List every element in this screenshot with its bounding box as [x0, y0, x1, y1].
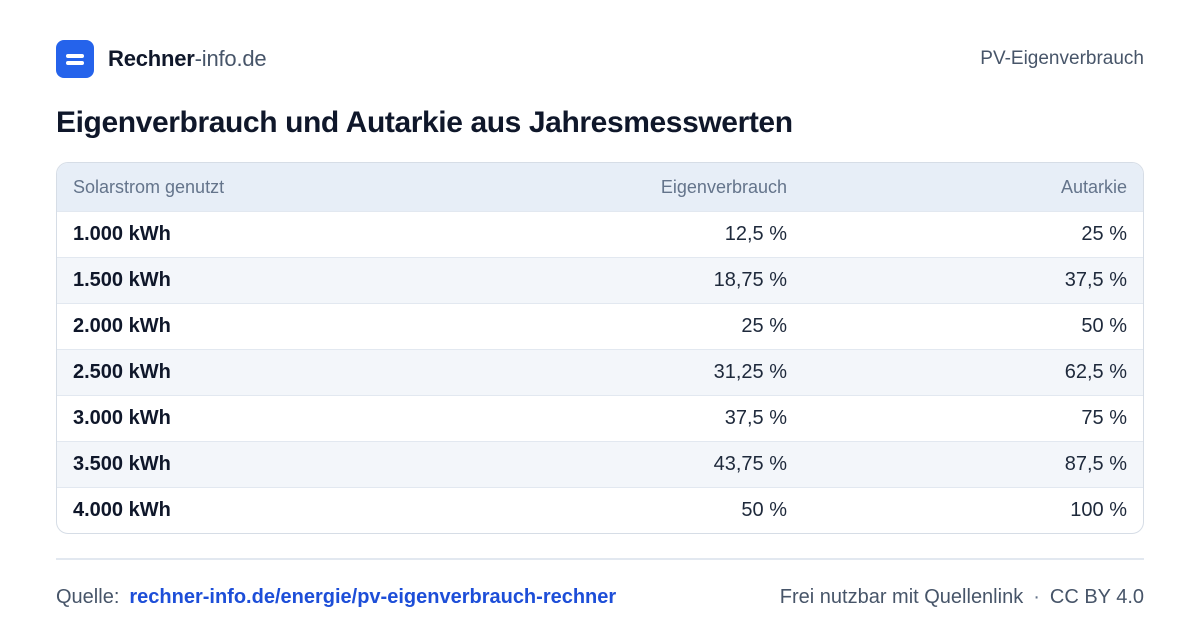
- rechner-logo-icon: [56, 40, 94, 78]
- table-row: 3.500 kWh 43,75 % 87,5 %: [57, 441, 1143, 487]
- cell-autarkie: 87,5 %: [1064, 453, 1127, 475]
- brand-name: Rechner-info.de: [108, 46, 267, 72]
- cell-autarkie: 62,5 %: [1064, 361, 1127, 383]
- cell-eigenverbrauch: 43,75 %: [713, 453, 787, 475]
- footer-divider: [56, 558, 1144, 560]
- cell-solarstrom: 2.500 kWh: [73, 361, 171, 383]
- cell-autarkie: 25 %: [1081, 223, 1127, 245]
- cell-solarstrom: 3.000 kWh: [73, 407, 171, 429]
- cell-solarstrom: 1.500 kWh: [73, 269, 171, 291]
- table-row: 2.000 kWh 25 % 50 %: [57, 303, 1143, 349]
- page-header: Rechner-info.de PV-Eigenverbrauch: [56, 40, 1144, 78]
- cell-solarstrom: 2.000 kWh: [73, 315, 171, 337]
- cell-solarstrom: 4.000 kWh: [73, 499, 171, 521]
- source-credit: Quelle: rechner-info.de/energie/pv-eigen…: [56, 586, 616, 609]
- logo-bar-top: [66, 54, 84, 58]
- cell-solarstrom: 3.500 kWh: [73, 453, 171, 475]
- page-footer: Quelle: rechner-info.de/energie/pv-eigen…: [56, 582, 1144, 612]
- license-separator: ·: [1033, 585, 1040, 608]
- column-header-solarstrom: Solarstrom genutzt: [73, 176, 225, 197]
- column-header-autarkie: Autarkie: [1060, 176, 1127, 197]
- license-text: Frei nutzbar mit Quellenlink: [779, 585, 1024, 608]
- page-label: PV-Eigenverbrauch: [980, 48, 1144, 69]
- cell-eigenverbrauch: 31,25 %: [713, 361, 787, 383]
- cell-eigenverbrauch: 50 %: [741, 499, 787, 521]
- cell-autarkie: 100 %: [1070, 499, 1127, 521]
- table-row: 3.000 kWh 37,5 % 75 %: [57, 395, 1143, 441]
- cell-solarstrom: 1.000 kWh: [73, 223, 171, 245]
- cell-eigenverbrauch: 18,75 %: [713, 269, 787, 291]
- brand-name-strong: Rechner: [108, 46, 195, 71]
- table-row: 1.000 kWh 12,5 % 25 %: [57, 211, 1143, 257]
- table-row: 2.500 kWh 31,25 % 62,5 %: [57, 349, 1143, 395]
- table-header-row: Solarstrom genutzt Eigenverbrauch Autark…: [57, 163, 1143, 211]
- license-name: CC BY 4.0: [1049, 585, 1144, 608]
- cell-autarkie: 37,5 %: [1064, 269, 1127, 291]
- brand-name-light: -info.de: [194, 46, 267, 71]
- table-row: 1.500 kWh 18,75 % 37,5 %: [57, 257, 1143, 303]
- cell-autarkie: 75 %: [1081, 407, 1127, 429]
- cell-autarkie: 50 %: [1081, 315, 1127, 337]
- results-table: Solarstrom genutzt Eigenverbrauch Autark…: [56, 162, 1144, 534]
- table-body: 1.000 kWh 12,5 % 25 % 1.500 kWh 18,75 % …: [57, 211, 1143, 533]
- column-header-eigenverbrauch: Eigenverbrauch: [660, 176, 787, 197]
- source-label: Quelle:: [56, 585, 120, 608]
- cell-eigenverbrauch: 25 %: [741, 315, 787, 337]
- source-link[interactable]: rechner-info.de/energie/pv-eigenverbrauc…: [129, 585, 617, 608]
- brand[interactable]: Rechner-info.de: [56, 40, 267, 78]
- cell-eigenverbrauch: 37,5 %: [724, 407, 787, 429]
- license-info: Frei nutzbar mit Quellenlink · CC BY 4.0: [780, 586, 1144, 609]
- cell-eigenverbrauch: 12,5 %: [724, 223, 787, 245]
- page-title: Eigenverbrauch und Autarkie aus Jahresme…: [56, 106, 793, 139]
- logo-bar-bottom: [66, 61, 84, 65]
- table-row: 4.000 kWh 50 % 100 %: [57, 487, 1143, 533]
